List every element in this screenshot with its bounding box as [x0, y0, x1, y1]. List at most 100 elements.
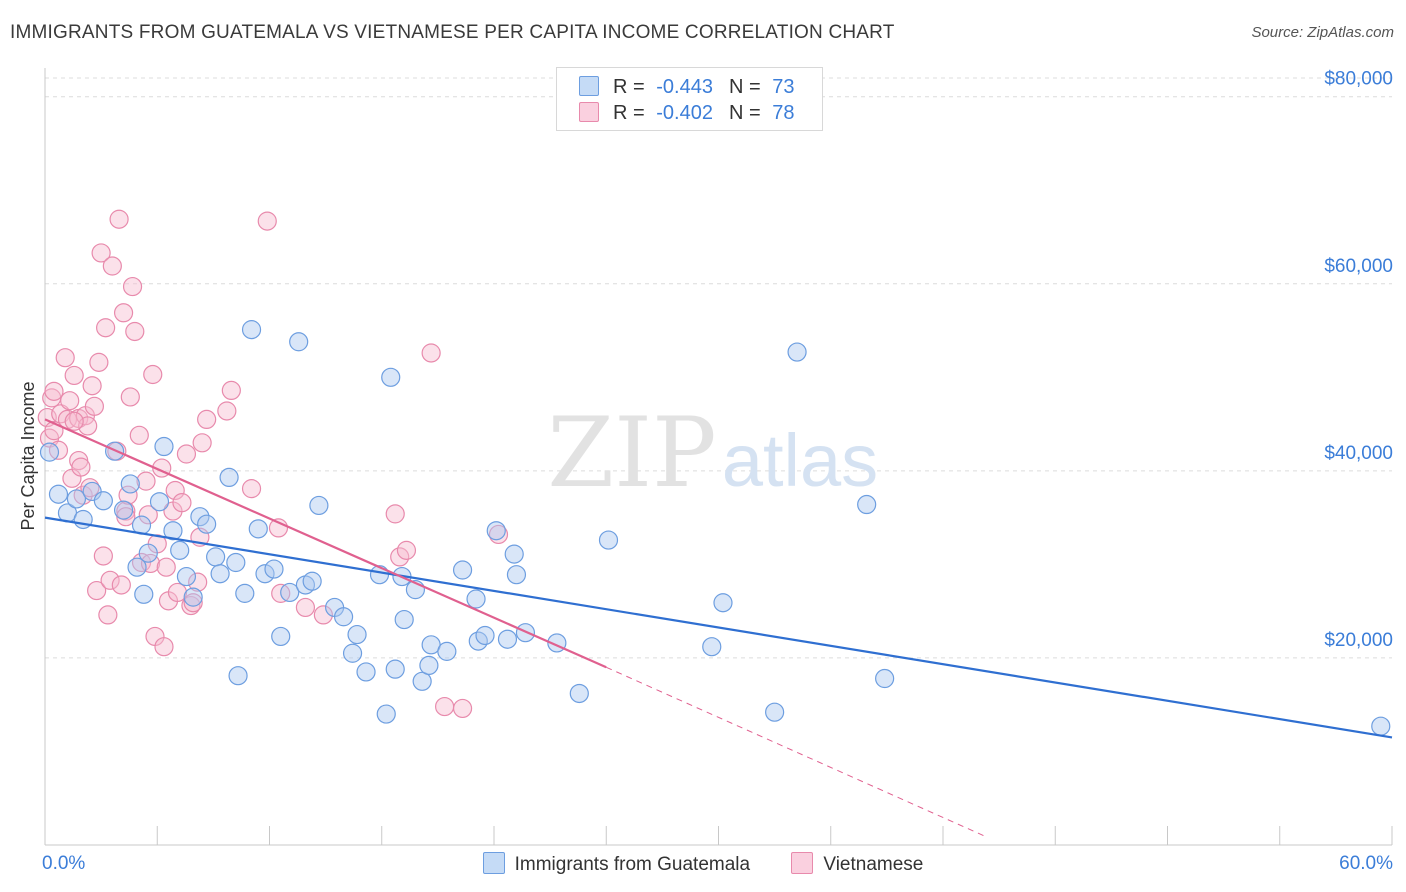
x-tick-label-min: 0.0% — [42, 853, 85, 874]
guatemala-point — [163, 521, 183, 541]
guatemala-point — [113, 500, 134, 520]
guatemala-point — [127, 557, 147, 577]
y-axis-label: Per Capita Income — [18, 381, 38, 530]
guatemala-point — [787, 342, 807, 362]
x-tick-label-max: 60.0% — [1339, 853, 1393, 874]
vietnamese-point — [143, 364, 163, 385]
vietnamese-point — [120, 387, 140, 407]
vietnamese-point — [102, 256, 122, 276]
vietnamese-point — [221, 380, 241, 401]
guatemala-point — [381, 367, 401, 387]
y-tick-label: $20,000 — [1324, 630, 1393, 651]
guatemala-point — [356, 662, 376, 682]
vietnamese-point — [385, 504, 405, 524]
vietnamese-point — [44, 381, 64, 401]
guatemala-point — [506, 565, 527, 585]
guatemala-point — [176, 566, 197, 587]
guatemala-point — [210, 564, 230, 584]
guatemala-point — [713, 593, 733, 613]
guatemala-point — [452, 560, 473, 580]
vietnamese-point — [156, 557, 176, 577]
axis-labels: $20,000 $40,000 $60,000 $80,000 0.0% 60.0% Per… — [18, 69, 1393, 874]
y-tick-label: $40,000 — [1324, 443, 1393, 464]
vietnamese-point — [55, 348, 75, 368]
guatemala-point — [302, 571, 322, 591]
guatemala-point — [437, 641, 457, 661]
vietnamese-point — [111, 575, 131, 595]
guatemala-point — [255, 564, 275, 584]
guatemala-point — [333, 607, 354, 627]
legend-r-label-blue: R = — [613, 76, 651, 98]
guatemala-trend-line — [44, 516, 1393, 739]
vietnamese-point — [71, 457, 91, 477]
legend-r-label-pink: R = — [613, 102, 651, 124]
guatemala-point — [39, 442, 60, 462]
guatemala-point — [569, 683, 589, 704]
vietnamese-point — [84, 396, 104, 416]
trend-lines — [44, 418, 1393, 838]
vietnamese-trend-line — [44, 418, 607, 669]
guatemala-point — [138, 543, 158, 563]
guatemala-point — [289, 332, 309, 352]
chart-title: IMMIGRANTS FROM GUATEMALA VS VIETNAMESE … — [10, 22, 895, 43]
vietnamese-point — [188, 572, 208, 592]
guatemala-point — [235, 583, 255, 603]
guatemala-point — [206, 547, 226, 567]
vietnamese-point — [64, 365, 84, 386]
guatemala-point — [342, 643, 363, 663]
legend-n-value-blue: 73 — [772, 76, 795, 98]
vietnamese-point — [154, 637, 174, 657]
vietnamese-point — [125, 321, 145, 342]
legend-row-guatemala: R = -0.443 N = 73 — [579, 76, 794, 102]
vietnamese-point — [217, 401, 237, 421]
vietnamese-point — [197, 409, 217, 430]
source-label: Source: ZipAtlas.com — [1251, 24, 1394, 41]
axes-layer — [44, 68, 1393, 846]
vietnamese-point — [64, 411, 84, 431]
guatemala-point — [93, 491, 113, 511]
watermark-zip: ZIP — [547, 397, 716, 509]
legend-swatch-blue — [579, 76, 599, 96]
vietnamese-point — [167, 582, 188, 603]
vietnamese-point — [136, 471, 156, 491]
vietnamese-point — [435, 696, 455, 717]
vietnamese-point — [183, 593, 203, 613]
vietnamese-point — [113, 303, 134, 323]
vietnamese-point — [176, 444, 197, 464]
vietnamese-point — [96, 318, 116, 338]
guatemala-point — [376, 704, 396, 724]
series-legend-vietnamese: Vietnamese — [791, 852, 923, 876]
vietnamese-point — [396, 540, 417, 560]
correlation-legend: R = -0.443 N = 73 R = -0.402 N = 78 — [556, 67, 823, 131]
vietnamese-point — [87, 580, 107, 601]
guatemala-points — [39, 320, 1391, 736]
guatemala-point — [857, 494, 877, 515]
y-tick-label: $80,000 — [1324, 69, 1393, 90]
legend-swatch-pink — [579, 102, 599, 122]
legend-n-value-pink: 78 — [772, 102, 795, 124]
legend-r-value-blue: -0.443 — [656, 76, 713, 98]
guatemala-point — [248, 519, 268, 539]
guatemala-point — [702, 637, 722, 657]
vietnamese-trend-extension — [606, 666, 989, 838]
guatemala-point — [197, 514, 217, 534]
watermark: ZIP atlas — [547, 397, 878, 509]
guatemala-point — [385, 659, 405, 679]
vietnamese-point — [421, 343, 441, 363]
grid-layer — [45, 77, 1392, 659]
guatemala-point — [394, 609, 414, 630]
series-swatch-pink — [791, 852, 814, 874]
guatemala-point — [497, 629, 518, 649]
guatemala-point — [183, 587, 203, 607]
series-legend: Immigrants from Guatemala Vietnamese — [0, 852, 1406, 876]
guatemala-point — [369, 565, 390, 585]
guatemala-point — [475, 625, 495, 646]
vietnamese-point — [89, 352, 109, 372]
series-label-vietnamese: Vietnamese — [823, 854, 924, 875]
guatemala-point — [419, 655, 439, 676]
series-legend-guatemala: Immigrants from Guatemala — [482, 852, 750, 876]
guatemala-point — [598, 530, 619, 550]
vietnamese-point — [138, 505, 158, 525]
legend-row-vietnamese: R = -0.402 N = 78 — [579, 102, 794, 128]
vietnamese-point — [100, 570, 120, 590]
